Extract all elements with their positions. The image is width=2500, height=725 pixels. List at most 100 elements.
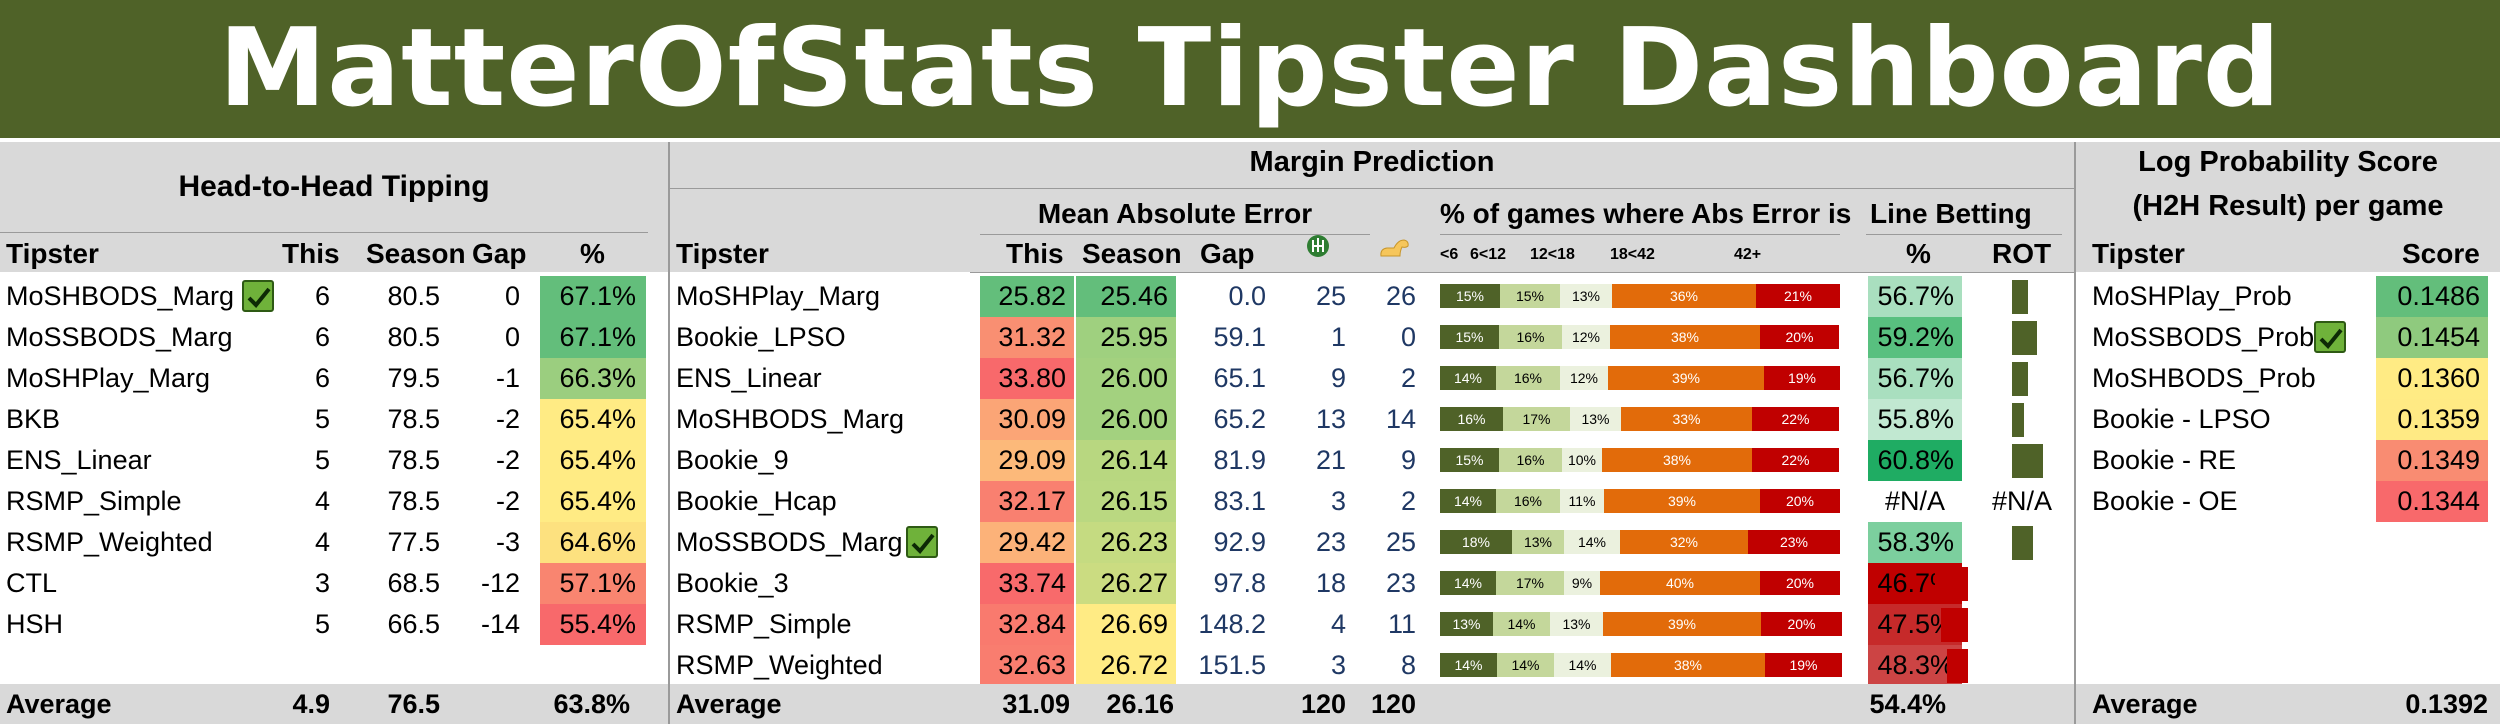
line-betting-pct: 59.2% <box>1868 317 1962 358</box>
margin-panel: Margin Prediction Mean Absolute Error % … <box>670 142 2074 724</box>
check-icon <box>242 280 274 312</box>
dist-bar-segment: 13% <box>1512 530 1564 554</box>
logprob-row-tipster: Bookie - RE <box>2092 445 2237 475</box>
margin-col-tipster[interactable]: Tipster <box>676 238 769 269</box>
h2h-row-tipster: CTL <box>6 568 58 598</box>
h2h-row-season: 79.5 <box>387 363 440 393</box>
dist-bar-segment: 36% <box>1612 284 1756 308</box>
h2h-col-season[interactable]: Season <box>366 238 466 269</box>
dist-bar-segment: 14% <box>1440 571 1496 595</box>
margin-row-gap: 65.1 <box>1213 363 1266 393</box>
h2h-average-bg <box>0 684 668 724</box>
h2h-row-pct: 65.4% <box>540 399 646 440</box>
line-betting-pct: 58.3% <box>1868 522 1962 563</box>
h2h-col-this[interactable]: This <box>282 238 340 269</box>
logprob-section-title-1: Log Probability Score <box>2138 146 2438 178</box>
h2h-row-tipster: ENS_Linear <box>6 445 152 475</box>
margin-row-tipster: RSMP_Weighted <box>676 650 883 680</box>
logprob-panel: Log Probability Score (H2H Result) per g… <box>2076 142 2500 724</box>
h2h-average-this: 4.9 <box>292 689 330 719</box>
margin-col-this[interactable]: This <box>1006 238 1064 269</box>
h2h-row-gap: -12 <box>480 568 520 598</box>
margin-row-this: 29.09 <box>980 440 1074 481</box>
margin-header-bg <box>670 142 2074 272</box>
margin-row-tipster: MoSSBODS_Marg <box>676 527 903 557</box>
logprob-col-score[interactable]: Score <box>2402 238 2480 269</box>
check-icon <box>2314 321 2346 353</box>
line-betting-pct: 60.8% <box>1868 440 1962 481</box>
dist-col-header[interactable]: 12<18 <box>1530 246 1575 263</box>
dist-col-header[interactable]: 42+ <box>1734 246 1762 263</box>
rot-value: #N/A <box>1991 486 2053 516</box>
h2h-row-season: 78.5 <box>387 486 440 516</box>
line-group-title: Line Betting <box>1870 198 2032 229</box>
margin-row-gap: 81.9 <box>1213 445 1266 475</box>
margin-row-this: 32.17 <box>980 481 1074 522</box>
margin-row-away-count: 25 <box>1385 527 1416 557</box>
margin-row-home-count: 3 <box>1330 650 1346 680</box>
h2h-col-pct[interactable]: % <box>580 238 605 269</box>
margin-row-away-count: 26 <box>1385 281 1416 311</box>
dist-col-header[interactable]: 18<42 <box>1610 246 1655 263</box>
dist-bar-segment: 13% <box>1560 284 1612 308</box>
h2h-row-this: 5 <box>314 404 330 434</box>
logprob-row-tipster: MoSHPlay_Prob <box>2092 281 2292 311</box>
h2h-row-this: 6 <box>314 363 330 393</box>
dist-bar-segment: 39% <box>1608 366 1764 390</box>
dist-bar-segment: 20% <box>1760 571 1840 595</box>
margin-row-this: 29.42 <box>980 522 1074 563</box>
line-betting-pct: 55.8% <box>1868 399 1962 440</box>
line-betting-pct: #N/A <box>1884 486 1946 516</box>
rot-bar <box>2012 526 2033 560</box>
dist-bar-segment: 13% <box>1570 407 1621 431</box>
line-col-rot[interactable]: ROT <box>1992 238 2052 269</box>
h2h-row-gap: -3 <box>495 527 520 557</box>
margin-title-divider <box>670 188 2074 189</box>
dist-bar-segment: 16% <box>1440 407 1503 431</box>
dist-bar-segment: 16% <box>1499 448 1562 472</box>
h2h-row-tipster: MoSHBODS_Marg <box>6 281 235 311</box>
margin-average-label: Average <box>676 689 782 719</box>
rot-bar <box>2012 321 2037 355</box>
h2h-row-pct: 67.1% <box>540 276 646 317</box>
rot-bar <box>2012 362 2028 396</box>
dist-col-header[interactable]: <6 <box>1440 246 1459 263</box>
margin-row-season: 25.46 <box>1076 276 1176 317</box>
h2h-row-gap: 0 <box>504 322 520 352</box>
h2h-panel: Head-to-Head Tipping Tipster This Season… <box>0 142 668 724</box>
margin-row-season: 26.00 <box>1076 358 1176 399</box>
logprob-col-tipster[interactable]: Tipster <box>2092 238 2185 269</box>
margin-row-tipster: MoSHBODS_Marg <box>676 404 905 434</box>
h2h-row-gap: -2 <box>495 486 520 516</box>
margin-row-home-count: 18 <box>1315 568 1346 598</box>
dist-col-header[interactable]: 6<12 <box>1470 246 1507 263</box>
margin-row-away-count: 2 <box>1400 486 1416 516</box>
mae-group-title: Mean Absolute Error <box>1037 198 1313 229</box>
margin-row-season: 26.69 <box>1076 604 1176 645</box>
rot-bar <box>1935 567 1968 601</box>
h2h-col-tipster[interactable]: Tipster <box>6 238 99 269</box>
margin-col-season[interactable]: Season <box>1082 238 1182 269</box>
margin-col-gap[interactable]: Gap <box>1200 238 1255 269</box>
margin-row-away-count: 11 <box>1387 609 1416 639</box>
dist-bar-segment: 15% <box>1440 448 1499 472</box>
margin-row-season: 26.14 <box>1076 440 1176 481</box>
h2h-average-label: Average <box>6 689 112 719</box>
dist-bar-segment: 38% <box>1602 448 1752 472</box>
margin-row-this: 33.80 <box>980 358 1074 399</box>
line-col-pct[interactable]: % <box>1906 238 1931 269</box>
dist-bar-segment: 14% <box>1440 489 1496 513</box>
rot-bar <box>2012 280 2028 314</box>
dist-bar-segment: 21% <box>1756 284 1840 308</box>
h2h-row-this: 6 <box>314 281 330 311</box>
dist-bar-segment: 33% <box>1621 407 1752 431</box>
h2h-col-gap[interactable]: Gap <box>472 238 527 269</box>
dist-bar-segment: 13% <box>1440 612 1493 636</box>
margin-row-tipster: ENS_Linear <box>676 363 822 393</box>
margin-row-this: 25.82 <box>980 276 1074 317</box>
h2h-row-pct: 66.3% <box>540 358 646 399</box>
h2h-row-season: 77.5 <box>387 527 440 557</box>
h2h-row-gap: 0 <box>504 281 520 311</box>
h2h-row-tipster: MoSSBODS_Marg <box>6 322 233 352</box>
logprob-average-score: 0.1392 <box>2405 689 2488 719</box>
